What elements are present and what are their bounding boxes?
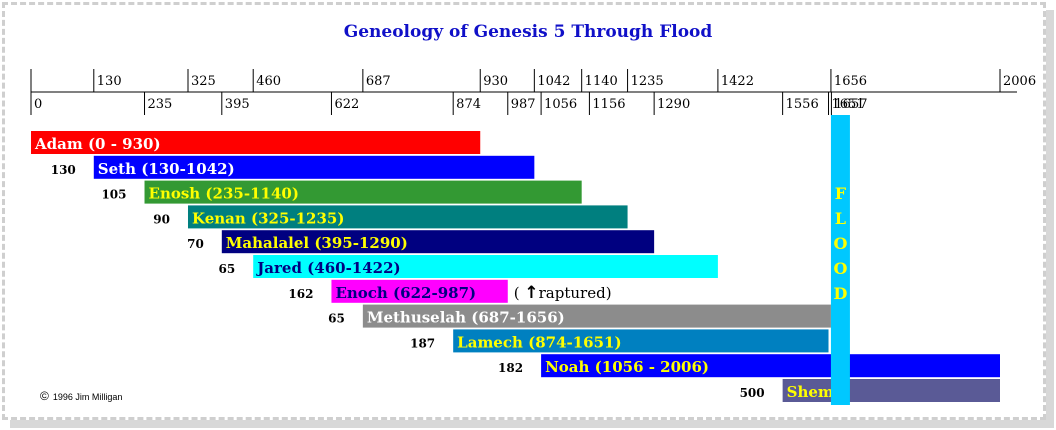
age-at-son-label: 500	[740, 386, 765, 400]
lifespan-bar-label: Mahalalel (395-1290)	[226, 234, 408, 252]
raptured-note: ( ↑raptured)	[514, 283, 612, 303]
axis-label-top: 1422	[721, 74, 754, 89]
age-at-son-label: 187	[410, 336, 435, 350]
lifespan-bar-label: Lamech (874-1651)	[457, 333, 621, 351]
lifespan-bar-label: Enoch (622-987)	[335, 284, 476, 302]
copyright-notice: © 1996 Jim Milligan	[40, 389, 122, 403]
axis-label-top: 1235	[631, 74, 664, 89]
axis-label-bottom: 1657	[834, 97, 867, 112]
age-at-son-label: 65	[328, 312, 345, 326]
axis-label-bottom: 1651	[832, 97, 865, 112]
flood-letter: D	[833, 284, 847, 303]
lifespan-bar	[362, 304, 831, 328]
lifespan-bar	[541, 354, 1000, 378]
age-at-son-label: 182	[498, 361, 523, 375]
copyright-text: 1996 Jim Milligan	[52, 392, 123, 402]
lifespan-bar	[144, 180, 582, 204]
axis-label-bottom: 1290	[657, 97, 690, 112]
lifespan-bar-label: Shem	[787, 383, 834, 401]
age-at-son-label: 90	[153, 212, 170, 226]
lifespan-bar-label: Methuselah (687-1656)	[367, 309, 565, 327]
axis-label-top: 687	[366, 74, 391, 89]
flood-letter: L	[835, 209, 846, 228]
lifespan-bar-label: Enosh (235-1140)	[149, 185, 299, 203]
timeline-axis: 130 325 460 687 930 1042 1140 1235 1422 1656 2006 0…	[30, 69, 1036, 115]
age-at-son-label: 70	[187, 237, 204, 251]
axis-label-bottom: 235	[148, 97, 173, 112]
age-at-son-label: 105	[101, 188, 126, 202]
lifespan-bar-label: Noah (1056 - 2006)	[545, 358, 709, 376]
axis-label-top: 1140	[585, 74, 618, 89]
axis-label-bottom: 987	[511, 97, 536, 112]
axis-label-bottom: 1156	[592, 97, 625, 112]
lifespan-bar-label: Adam (0 - 930)	[34, 135, 161, 153]
lifespan-bar-label: Seth (130-1042)	[98, 160, 235, 178]
lifespan-bar	[31, 131, 481, 154]
axis-label-bottom: 395	[225, 97, 250, 112]
lifespan-bar-label: Kenan (325-1235)	[192, 209, 344, 227]
age-at-son-label: 65	[219, 262, 236, 276]
axis-label-top: 2006	[1003, 74, 1036, 89]
axis-label-bottom: 1556	[786, 97, 819, 112]
chart-title: Geneology of Genesis 5 Through Flood	[343, 22, 713, 42]
flood-letter: F	[835, 184, 847, 203]
lifespan-bar	[93, 155, 535, 179]
axis-label-top: 130	[97, 74, 122, 89]
lifespan-bar-label: Jared (460-1422)	[255, 259, 400, 277]
age-at-son-label: 162	[288, 287, 313, 301]
flood-band-rect	[830, 115, 850, 405]
axis-label-top: 1042	[537, 74, 570, 89]
lifespan-bar	[453, 329, 829, 353]
lifespan-bar	[253, 255, 718, 278]
flood-letter: O	[833, 259, 847, 278]
axis-label-top: 1656	[834, 74, 867, 89]
lifespan-bar	[331, 279, 508, 303]
lifespan-bar	[187, 205, 628, 229]
axis-label-top: 460	[256, 74, 281, 89]
axis-label-bottom: 0	[34, 97, 42, 112]
flood-letter: O	[833, 234, 847, 253]
axis-label-top: 930	[483, 74, 508, 89]
age-at-son-label: 130	[51, 163, 76, 177]
axis-label-bottom: 1056	[544, 97, 577, 112]
axis-label-bottom: 622	[334, 97, 359, 112]
axis-label-top: 325	[191, 74, 216, 89]
copyright-symbol: ©	[40, 389, 49, 403]
lifespan-bars: Adam (0 - 930) Seth (130-1042) 130 Enosh (2…	[31, 131, 1000, 402]
axis-label-bottom: 874	[456, 97, 481, 112]
lifespan-bar	[221, 230, 655, 254]
